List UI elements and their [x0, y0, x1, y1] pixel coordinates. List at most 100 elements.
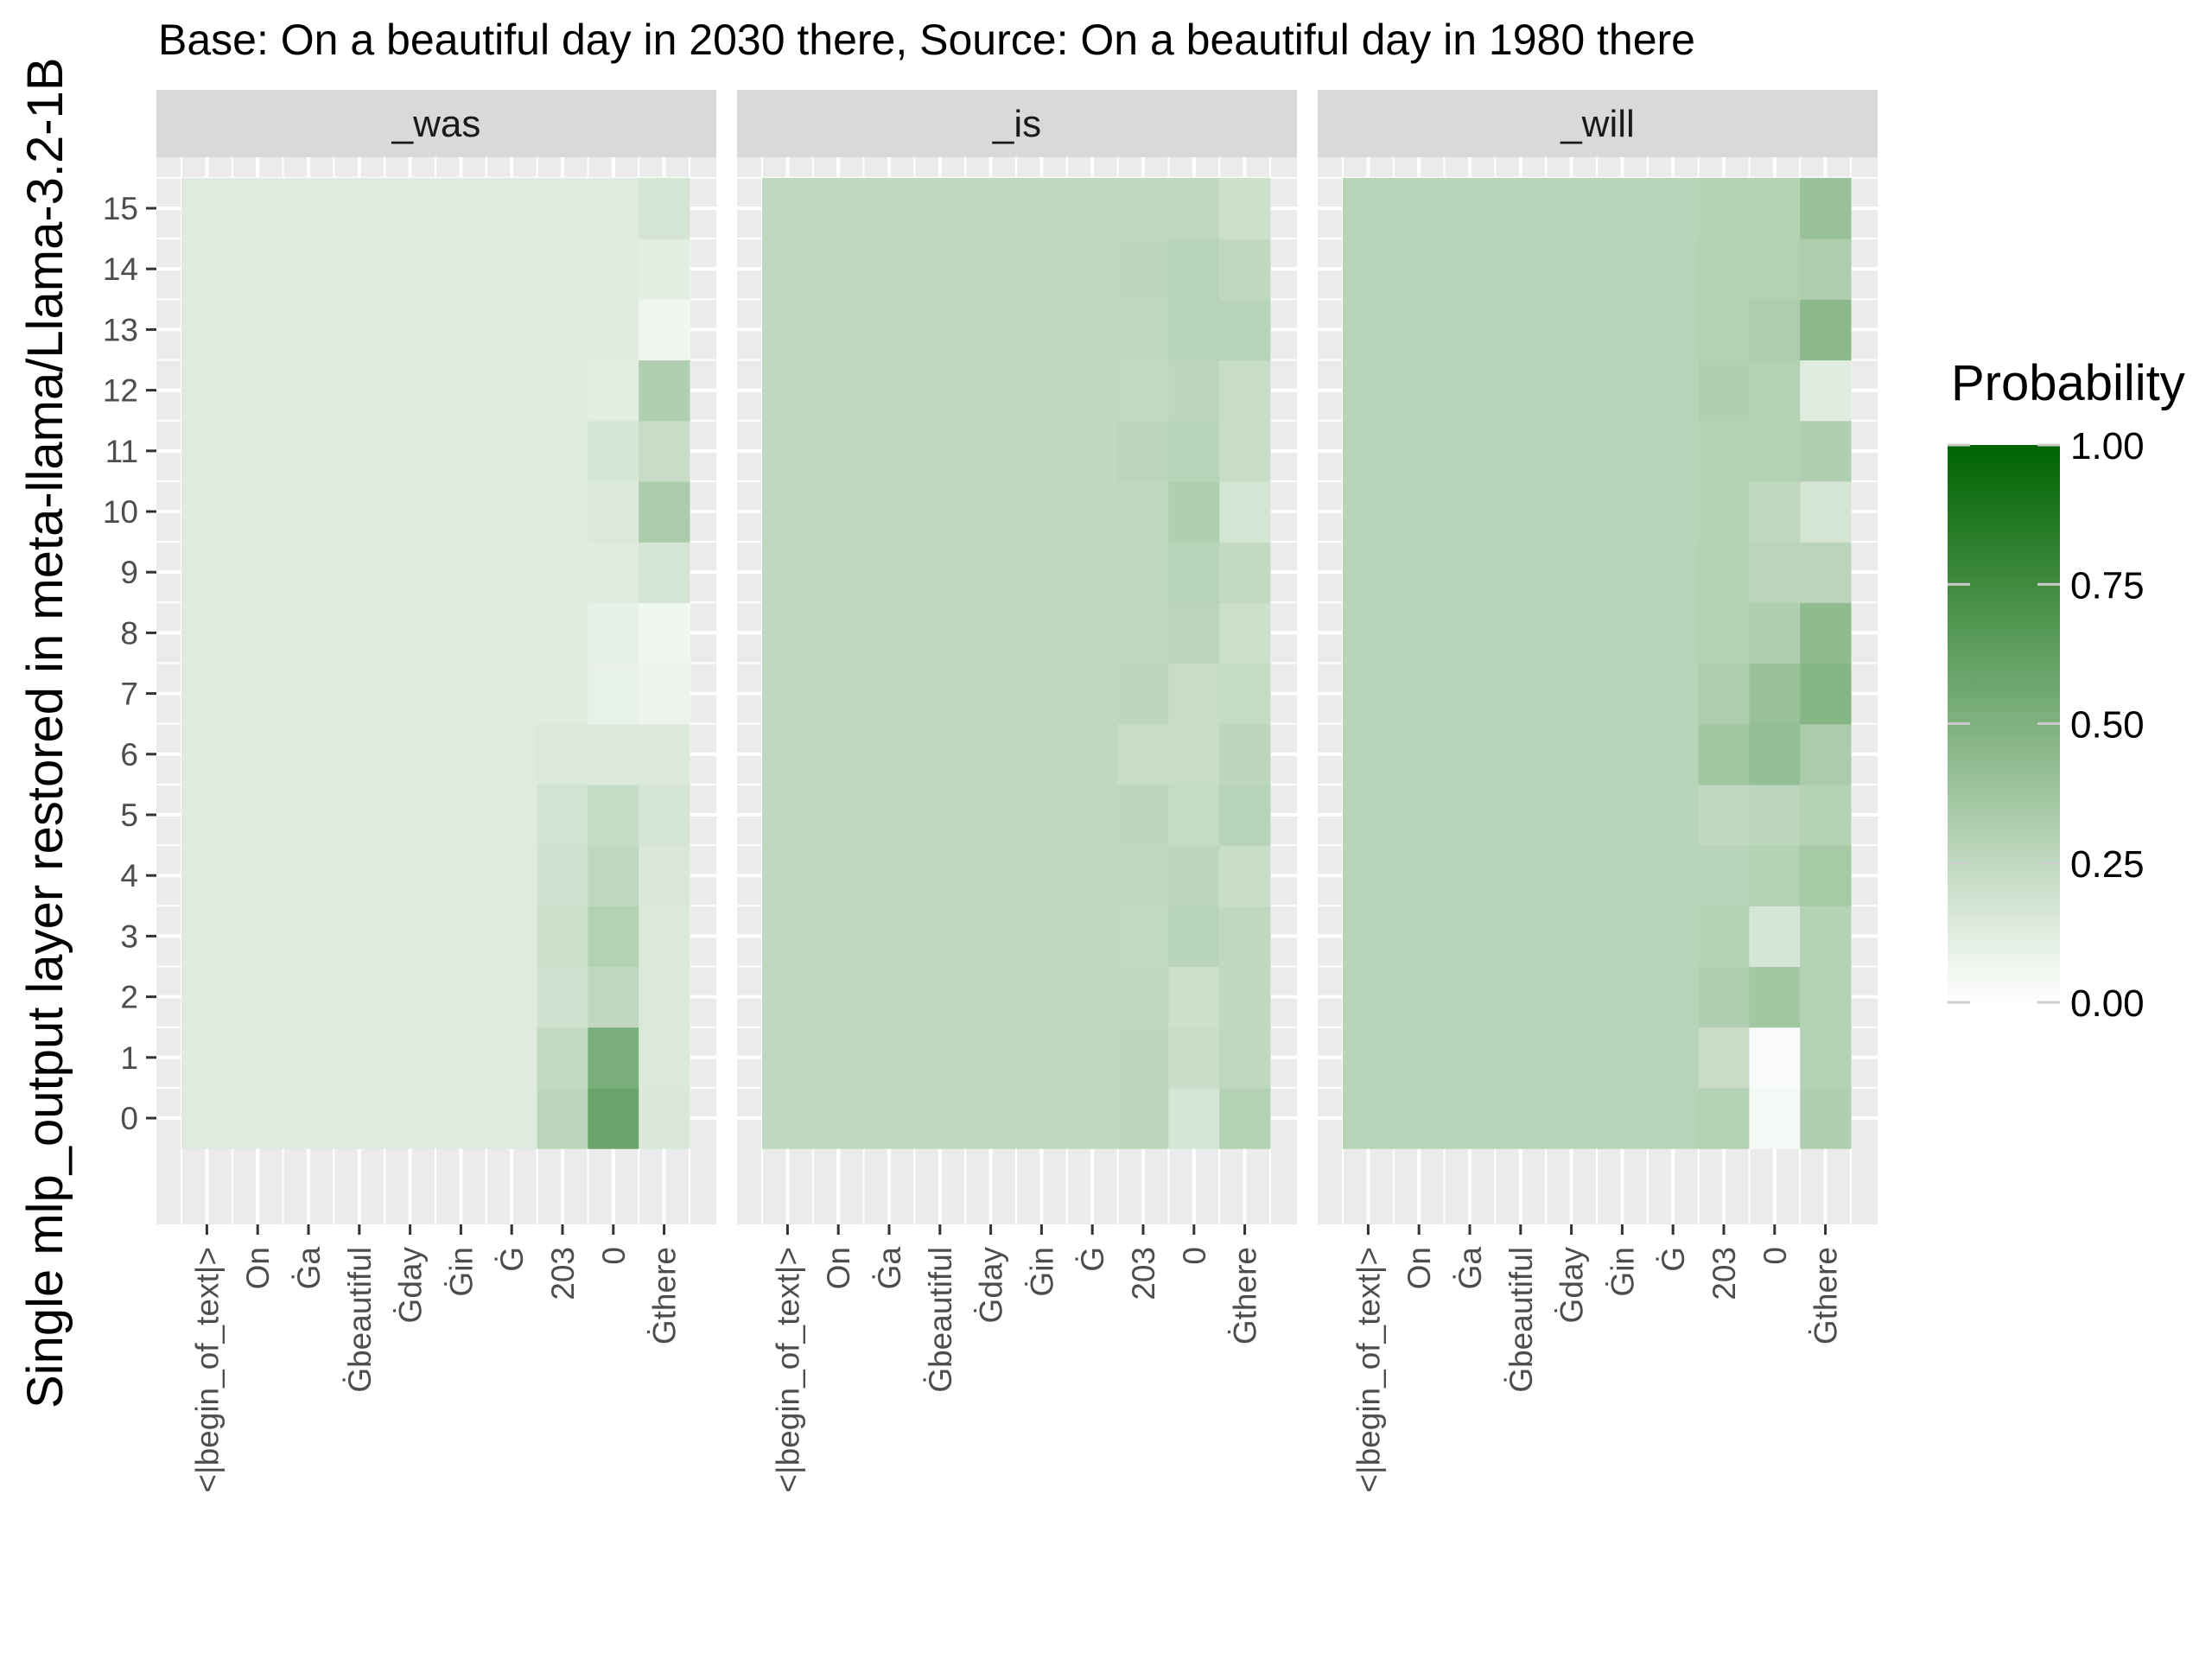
heatmap-cell [863, 238, 915, 300]
facet-strip-label: _was [391, 103, 481, 145]
heatmap-cell [435, 663, 487, 725]
heatmap-cell [181, 663, 233, 725]
heatmap-cell [1343, 299, 1395, 361]
heatmap-cell [435, 906, 487, 968]
heatmap-cell [334, 359, 385, 422]
heatmap-cell [762, 784, 814, 846]
heatmap-cell [1393, 1087, 1446, 1149]
heatmap-cell [762, 480, 814, 543]
heatmap-cell [588, 1027, 639, 1089]
heatmap-cell [283, 480, 334, 543]
heatmap-cell [965, 238, 1017, 300]
heatmap-cell [812, 238, 865, 300]
heatmap-cell [334, 238, 385, 300]
heatmap-cell [435, 966, 487, 1028]
heatmap-cell [1597, 845, 1649, 906]
heatmap-cell [181, 784, 233, 846]
heatmap-cell [1393, 238, 1446, 300]
heatmap-cell [965, 542, 1017, 603]
heatmap-cell [1800, 602, 1852, 664]
heatmap-cell [1495, 1087, 1547, 1149]
heatmap-cell [1546, 723, 1598, 785]
heatmap-cell [762, 723, 814, 785]
heatmap-cell [1016, 480, 1068, 543]
heatmap-cell [1066, 784, 1119, 846]
heatmap-cell [486, 359, 538, 422]
heatmap-cell [537, 784, 588, 846]
heatmap-cell [1444, 845, 1496, 906]
facet-strip [156, 90, 716, 157]
heatmap-cell [639, 238, 690, 300]
heatmap-cell [1698, 966, 1750, 1028]
legend: Probability 0.00 0.25 0.50 0.75 1.00 [1948, 355, 2185, 1025]
heatmap-cell [639, 602, 690, 664]
y-tick-label: 10 [103, 494, 138, 530]
heatmap-cell [1495, 663, 1547, 725]
y-tick-label: 4 [120, 858, 138, 893]
x-tick-label: Ġbeautiful [342, 1247, 378, 1393]
heatmap-cell [762, 420, 814, 482]
heatmap-cell [486, 602, 538, 664]
heatmap-cell [914, 299, 966, 361]
heatmap-cell [639, 420, 690, 482]
heatmap-cell [334, 480, 385, 543]
heatmap-cell [1800, 723, 1852, 785]
heatmap-cell [1749, 480, 1801, 543]
heatmap-cell [385, 420, 436, 482]
heatmap-cell [1749, 906, 1801, 968]
heatmap-cell [914, 845, 966, 906]
heatmap-cell [1800, 1087, 1852, 1149]
heatmap-cell [1495, 542, 1547, 603]
heatmap-cell [863, 906, 915, 968]
heatmap-cell [1444, 723, 1496, 785]
heatmap-cell [1444, 177, 1496, 239]
heatmap-cell [1749, 238, 1801, 300]
heatmap-cell [1016, 1087, 1068, 1149]
heatmap-cell [1749, 966, 1801, 1028]
heatmap-cell [1546, 299, 1598, 361]
heatmap-cell [863, 602, 915, 664]
heatmap-cell [1444, 359, 1496, 422]
heatmap-cell [762, 966, 814, 1028]
heatmap-cell [1117, 299, 1169, 361]
heatmap-cell [1117, 542, 1169, 603]
heatmap-cell [1066, 359, 1119, 422]
y-tick-label: 7 [120, 677, 138, 712]
heatmap-cell [181, 177, 233, 239]
heatmap-cell [1168, 663, 1220, 725]
heatmap-cell [1066, 1027, 1119, 1089]
heatmap-cell [1168, 238, 1220, 300]
heatmap-cell [1800, 663, 1852, 725]
x-tick-label: 203 [1707, 1247, 1742, 1300]
heatmap-cell [914, 784, 966, 846]
heatmap-cell [965, 906, 1017, 968]
heatmap-cell [1444, 542, 1496, 603]
heatmap-cell [1749, 1027, 1801, 1089]
x-tick-label: Ġbeautiful [923, 1247, 958, 1393]
legend-label: 0.50 [2070, 704, 2145, 747]
heatmap-cell [435, 359, 487, 422]
heatmap-cell [1117, 238, 1169, 300]
heatmap-cell [1016, 723, 1068, 785]
heatmap-cell [1219, 420, 1271, 482]
heatmap-cell [1597, 1027, 1649, 1089]
heatmap-cell [1343, 359, 1395, 422]
heatmap-cell [334, 784, 385, 846]
heatmap-cell [1495, 359, 1547, 422]
heatmap-cell [1495, 723, 1547, 785]
heatmap-cell [283, 663, 334, 725]
x-tick-label: <|begin_of_text|> [1351, 1247, 1386, 1493]
heatmap-cell [1597, 359, 1649, 422]
heatmap-cell [1117, 480, 1169, 543]
heatmap-cell [812, 723, 865, 785]
heatmap-cell [1800, 845, 1852, 906]
heatmap-cell [283, 723, 334, 785]
heatmap-cell [1444, 420, 1496, 482]
legend-title: Probability [1951, 355, 2185, 411]
heatmap-cell [965, 845, 1017, 906]
heatmap-cell [1444, 238, 1496, 300]
heatmap-cell [1597, 542, 1649, 603]
heatmap-cell [486, 784, 538, 846]
y-tick-label: 13 [103, 312, 138, 347]
y-tick-label: 15 [103, 191, 138, 226]
